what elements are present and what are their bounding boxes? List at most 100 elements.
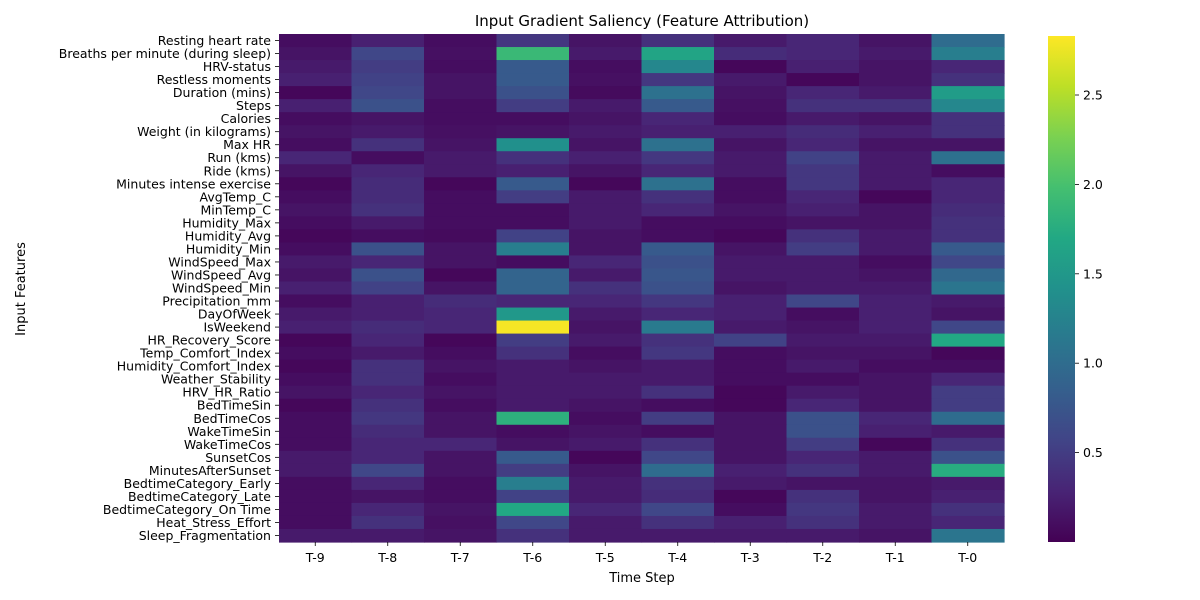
heatmap-cell bbox=[424, 73, 498, 87]
heatmap-cell bbox=[786, 528, 860, 543]
heatmap-cell bbox=[931, 151, 1005, 165]
x-tick-labels: T-9 T-8 T-7 T-6 T-5 T-4 T-3 T-2 T-1 T-0 bbox=[305, 542, 977, 565]
heatmap-cell bbox=[641, 411, 715, 426]
heatmap-cell bbox=[931, 99, 1005, 113]
heatmap-cell bbox=[859, 268, 933, 283]
heatmap-cell bbox=[569, 177, 643, 191]
y-tick-label: BedTimeSin bbox=[197, 398, 271, 413]
heatmap-cell bbox=[279, 47, 353, 61]
heatmap-cell bbox=[569, 281, 643, 296]
heatmap-cell bbox=[569, 99, 643, 113]
heatmap-cell bbox=[496, 216, 570, 230]
heatmap-cell bbox=[714, 281, 788, 296]
heatmap-cell bbox=[351, 47, 425, 61]
heatmap-cell bbox=[424, 242, 498, 257]
heatmap-cell bbox=[786, 203, 860, 217]
heatmap-cell bbox=[496, 255, 570, 270]
y-tick-label: WindSpeed_Max bbox=[168, 254, 271, 269]
heatmap-cell bbox=[569, 515, 643, 530]
heatmap-cell bbox=[859, 203, 933, 217]
heatmap-cell bbox=[496, 398, 570, 413]
heatmap-cell bbox=[931, 216, 1005, 230]
heatmap-cell bbox=[641, 73, 715, 87]
heatmap-cell bbox=[641, 281, 715, 296]
heatmap-cell bbox=[569, 385, 643, 400]
y-tick-label: Restless moments bbox=[157, 72, 271, 87]
heatmap-cell bbox=[496, 528, 570, 543]
heatmap-cell bbox=[786, 320, 860, 335]
colorbar-tick-label: 0.5 bbox=[1083, 445, 1103, 460]
heatmap-cell bbox=[279, 34, 353, 48]
y-tick-label: BedtimeCategory_Early bbox=[124, 476, 272, 491]
heatmap-cell bbox=[351, 138, 425, 152]
heatmap-cell bbox=[424, 515, 498, 530]
heatmap-cell bbox=[569, 125, 643, 139]
heatmap-cell bbox=[424, 463, 498, 478]
heatmap-cell bbox=[641, 216, 715, 230]
heatmap-cell bbox=[424, 476, 498, 491]
y-tick-label: WindSpeed_Min bbox=[172, 281, 271, 296]
heatmap-cell bbox=[859, 359, 933, 374]
heatmap-cell bbox=[279, 164, 353, 178]
x-tick-label: T-2 bbox=[812, 550, 832, 565]
y-tick-label: Weight (in kilograms) bbox=[137, 124, 271, 139]
heatmap-cell bbox=[714, 125, 788, 139]
heatmap-cell bbox=[859, 385, 933, 400]
y-tick-label: IsWeekend bbox=[203, 320, 271, 335]
heatmap-cell bbox=[714, 268, 788, 283]
heatmap-cell bbox=[424, 177, 498, 191]
heatmap-cell bbox=[496, 281, 570, 296]
heatmap-cell bbox=[424, 34, 498, 48]
y-tick-label: Heat_Stress_Effort bbox=[156, 515, 271, 530]
heatmap-cell bbox=[859, 255, 933, 270]
heatmap-cell bbox=[786, 216, 860, 230]
heatmap-cell bbox=[351, 268, 425, 283]
heatmap-cell bbox=[424, 294, 498, 309]
heatmap-cell bbox=[496, 86, 570, 100]
heatmap-cell bbox=[641, 333, 715, 348]
heatmap-cell bbox=[931, 398, 1005, 413]
heatmap-cell bbox=[351, 151, 425, 165]
heatmap-cell bbox=[569, 203, 643, 217]
heatmap-cell bbox=[786, 242, 860, 257]
heatmap-cell bbox=[786, 463, 860, 478]
heatmap-cell bbox=[641, 177, 715, 191]
heatmap-cell bbox=[569, 359, 643, 374]
heatmap-cell bbox=[931, 138, 1005, 152]
heatmap-cell bbox=[859, 424, 933, 439]
heatmap-cell bbox=[279, 372, 353, 387]
heatmap-cell bbox=[424, 320, 498, 335]
heatmap-cell bbox=[931, 450, 1005, 465]
heatmap-cell bbox=[786, 450, 860, 465]
heatmap-cell bbox=[859, 86, 933, 100]
heatmap-cell bbox=[569, 190, 643, 204]
heatmap-cell bbox=[714, 372, 788, 387]
heatmap-cell bbox=[496, 112, 570, 126]
heatmap-cell bbox=[496, 333, 570, 348]
heatmap-cell bbox=[859, 528, 933, 543]
heatmap-cell bbox=[931, 372, 1005, 387]
heatmap-cell bbox=[569, 216, 643, 230]
heatmap-cell bbox=[786, 112, 860, 126]
heatmap-cell bbox=[786, 255, 860, 270]
heatmap-cell bbox=[714, 463, 788, 478]
colorbar-tick-label: 2.0 bbox=[1083, 177, 1103, 192]
heatmap-cell bbox=[641, 268, 715, 283]
heatmap-cell bbox=[859, 307, 933, 322]
heatmap-cell bbox=[786, 190, 860, 204]
heatmap-cell bbox=[496, 151, 570, 165]
heatmap-cell bbox=[351, 398, 425, 413]
heatmap-cell bbox=[641, 242, 715, 257]
heatmap-cell bbox=[351, 125, 425, 139]
heatmap-cell bbox=[424, 268, 498, 283]
heatmap-cell bbox=[931, 255, 1005, 270]
heatmap-cell bbox=[496, 346, 570, 361]
heatmap-cell bbox=[279, 125, 353, 139]
heatmap-cell bbox=[786, 489, 860, 504]
heatmap-cell bbox=[279, 411, 353, 426]
y-tick-label: Ride (kms) bbox=[204, 163, 271, 178]
heatmap-cell bbox=[714, 47, 788, 61]
heatmap-cell bbox=[786, 385, 860, 400]
heatmap-cell bbox=[351, 99, 425, 113]
heatmap-cell bbox=[931, 86, 1005, 100]
